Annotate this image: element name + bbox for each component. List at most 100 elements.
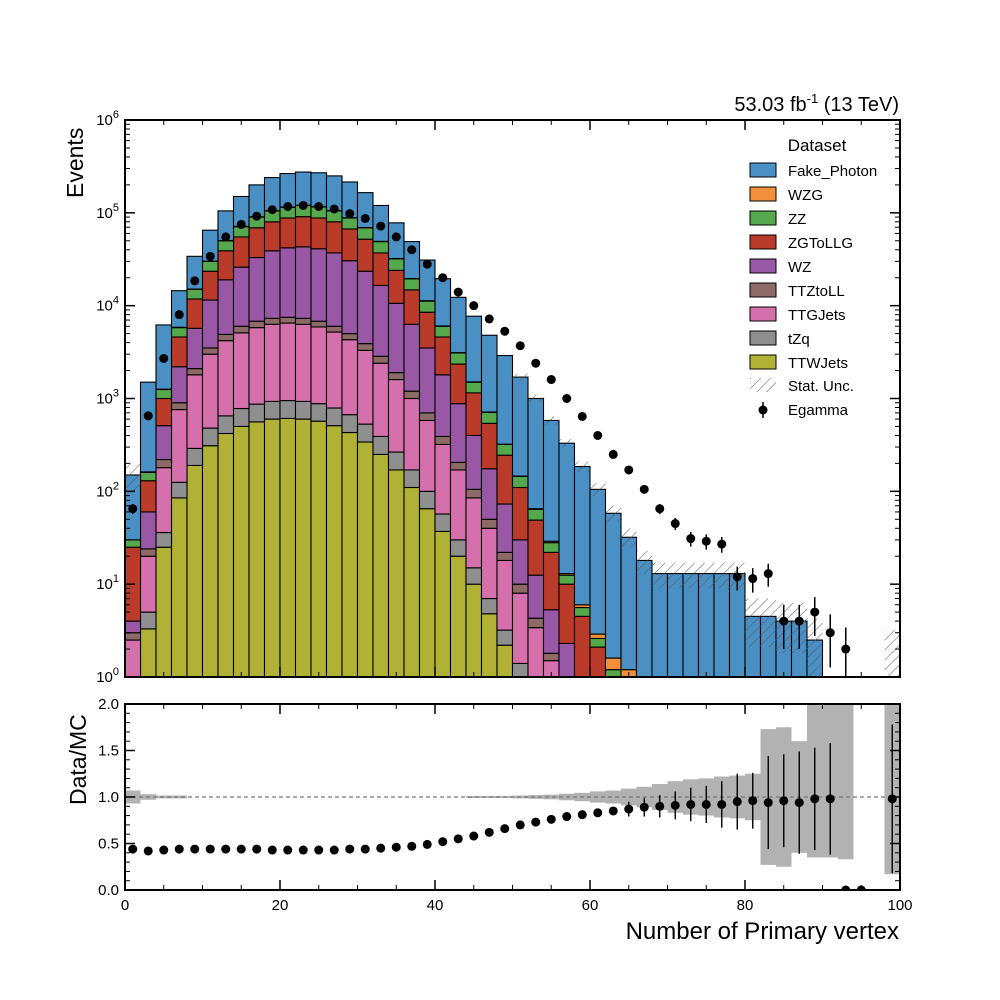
bar-ttztoll-bin-14	[341, 333, 359, 341]
stack-zz	[125, 204, 622, 677]
stack-ttwjets	[139, 417, 529, 677]
ratio-x-axis-ticks: 0 20 40 60 80 100	[121, 704, 913, 914]
x-tick-label: 100	[887, 897, 912, 914]
ratio-point	[624, 804, 634, 814]
bar-wz-bin-21	[449, 403, 467, 463]
bar-ttgjets-bin-23	[480, 527, 498, 600]
main-y-tick-label: 100	[96, 666, 119, 686]
data-point	[221, 232, 231, 242]
bar-zz-bin-19	[418, 300, 436, 313]
bar-zz-bin-24	[496, 443, 514, 456]
bar-zz-bin-21	[449, 352, 467, 365]
main-y-axis-label: Events	[62, 128, 88, 198]
bar-zgtollg-bin-24	[496, 454, 514, 505]
data-point	[143, 411, 153, 421]
legend-swatch-stat-unc	[750, 378, 776, 392]
bar-ttgjets-bin-5	[201, 353, 219, 429]
data-point	[531, 358, 541, 368]
bar-ttgjets-bin-21	[449, 469, 467, 541]
bar-ttztoll-bin-9	[263, 317, 281, 325]
bar-zgtollg-bin-17	[387, 269, 405, 304]
bar-ttgjets-bin-11	[294, 323, 312, 402]
bar-tzq-bin-23	[480, 597, 498, 615]
ratio-point	[701, 799, 711, 809]
bar-tzq-bin-3	[170, 481, 188, 499]
legend-swatch-wzg	[749, 186, 777, 202]
bar-zz-bin-18	[403, 278, 421, 291]
bar-ttwjets-bin-16	[372, 453, 390, 677]
bar-ttwjets-bin-22	[465, 583, 483, 677]
bar-zgtollg-bin-16	[372, 252, 390, 287]
bar-ttztoll-bin-10	[279, 316, 297, 324]
data-point	[779, 616, 789, 626]
bar-tzq-bin-13	[325, 407, 343, 427]
data-point	[190, 276, 200, 286]
bar-fake-photon-bin-11	[294, 171, 312, 206]
x-tick-label: 60	[582, 897, 599, 914]
ratio-point	[577, 810, 587, 820]
bar-wz-bin-1	[139, 511, 157, 550]
bar-ttwjets-bin-6	[217, 432, 235, 677]
ratio-point	[205, 844, 215, 854]
bar-tzq-bin-14	[341, 414, 359, 434]
data-point	[577, 411, 587, 421]
bar-ttgjets-bin-19	[418, 419, 436, 492]
bar-zgtollg-bin-9	[263, 221, 281, 252]
data-point	[376, 221, 386, 231]
legend-label-zgtollg: ZGToLLG	[788, 235, 853, 252]
stat-unc-bin-37	[698, 562, 714, 589]
bar-zz-bin-3	[170, 327, 188, 338]
bar-ttztoll-bin-19	[418, 412, 436, 422]
bar-ttwjets-bin-15	[356, 441, 374, 677]
bar-zz-bin-30	[589, 637, 607, 648]
data-point	[841, 644, 851, 654]
legend-swatch-zgtollg	[749, 234, 777, 250]
ratio-point	[236, 844, 246, 854]
ratio-y-tick-label: 2.0	[98, 696, 119, 713]
bar-zgtollg-bin-29	[573, 615, 591, 677]
bar-fake-photon-bin-24	[496, 355, 514, 445]
bar-ttgjets-bin-7	[232, 332, 250, 410]
bar-zgtollg-bin-5	[201, 270, 219, 301]
bar-wz-bin-22	[465, 434, 483, 490]
bar-fake-photon-bin-25	[511, 376, 529, 477]
data-point	[391, 232, 401, 242]
bar-zgtollg-bin-22	[465, 392, 483, 436]
bar-tzq-bin-6	[217, 415, 235, 435]
ratio-point	[670, 800, 680, 810]
bar-wz-bin-10	[279, 247, 297, 318]
bar-fake-photon-bin-32	[620, 536, 638, 671]
bar-ttgjets-bin-24	[496, 559, 514, 631]
legend-label-fake-photon: Fake_Photon	[788, 163, 877, 180]
ratio-point	[314, 845, 324, 855]
data-point	[236, 219, 246, 229]
bar-ttwjets-bin-7	[232, 425, 250, 677]
main-y-axis-ticks: 100 101 102 103 104 105 106	[96, 109, 900, 686]
bar-fake-photon-bin-34	[651, 573, 669, 677]
bar-zz-bin-6	[217, 240, 235, 252]
bar-ttztoll-bin-6	[217, 333, 235, 342]
bar-zz-bin-14	[341, 217, 359, 230]
bar-tzq-bin-8	[248, 403, 266, 423]
data-point	[701, 536, 711, 546]
bar-fake-photon-bin-22	[465, 315, 483, 383]
bar-zgtollg-bin-8	[248, 227, 266, 259]
lumi-value: 53.03 fb	[734, 94, 806, 116]
bar-tzq-bin-1	[139, 611, 157, 630]
data-point	[639, 484, 649, 494]
bar-ttgjets-bin-26	[527, 627, 545, 677]
ratio-unc-band	[156, 795, 187, 799]
legend-label-egamma: Egamma	[788, 402, 849, 419]
bar-fake-photon-bin-21	[449, 296, 467, 354]
bar-tzq-bin-25	[511, 662, 529, 677]
ratio-unc-band	[838, 704, 854, 860]
bar-wz-bin-15	[356, 270, 374, 345]
bar-ttztoll-bin-27	[542, 652, 560, 662]
bar-ttztoll-bin-16	[372, 355, 390, 364]
bar-fake-photon-bin-26	[527, 397, 545, 510]
bar-ttztoll-bin-22	[465, 488, 483, 499]
data-point	[763, 569, 773, 579]
bar-fake-photon-bin-33	[635, 559, 653, 677]
bar-zz-bin-20	[434, 325, 452, 338]
legend-title: Dataset	[788, 136, 847, 155]
